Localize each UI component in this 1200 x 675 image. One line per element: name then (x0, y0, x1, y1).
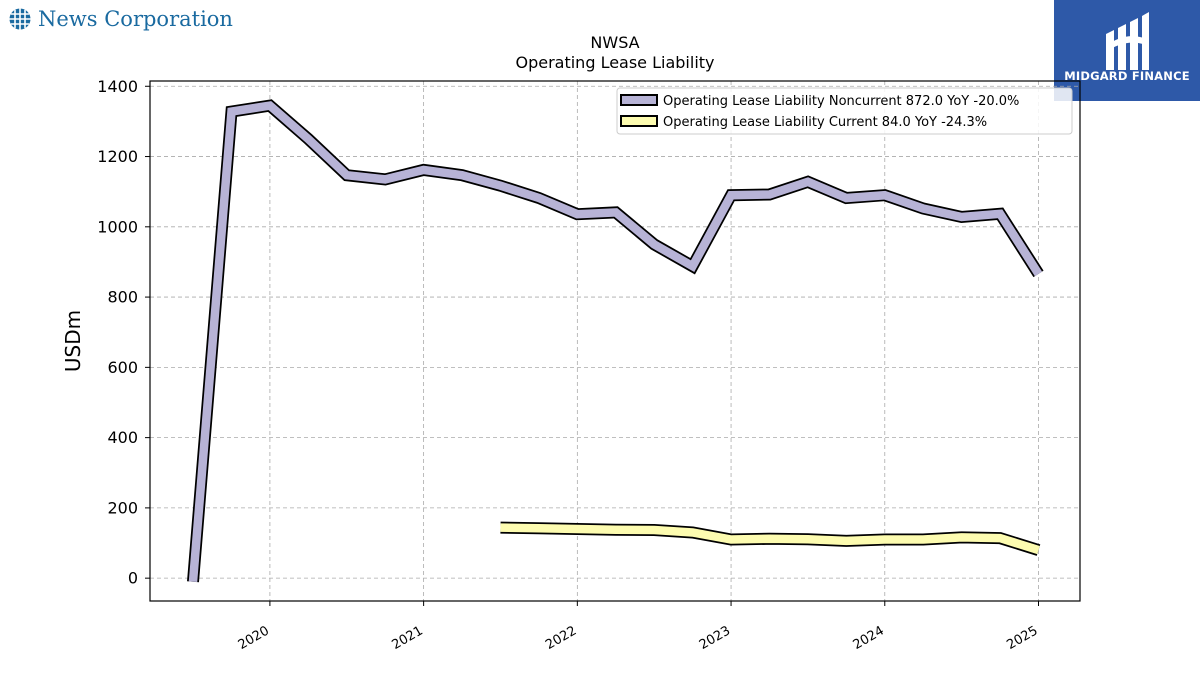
y-tick-label: 400 (107, 428, 138, 447)
series-current (500, 521, 1041, 556)
legend-label: Operating Lease Liability Noncurrent 872… (663, 94, 1019, 109)
series-noncurrent (187, 99, 1044, 583)
watermark-badge: MIDGARD FINANCE (1054, 0, 1200, 101)
y-axis-label: USDm (61, 310, 85, 372)
legend-swatch-current (620, 115, 658, 127)
y-tick-label: 200 (107, 498, 138, 517)
x-tick-label: 2023 (697, 623, 733, 653)
x-tick-label: 2020 (236, 623, 272, 653)
watermark-text: MIDGARD FINANCE (1064, 69, 1190, 83)
legend-swatch-noncurrent (620, 94, 658, 106)
y-tick-label: 1000 (97, 217, 138, 236)
y-tick-label: 600 (107, 358, 138, 377)
series-outline (187, 99, 1044, 583)
x-tick-label: 2024 (851, 623, 887, 653)
x-tick-label: 2025 (1004, 623, 1040, 653)
x-tick-label: 2022 (543, 623, 579, 653)
publisher-brand: News Corporation (8, 6, 233, 32)
y-tick-label: 800 (107, 288, 138, 307)
plot-frame (149, 80, 1081, 602)
series-line (500, 523, 1040, 555)
y-tick-label: 1400 (97, 77, 138, 96)
y-tick-label: 1200 (97, 147, 138, 166)
midgard-logo-icon (1106, 12, 1149, 70)
series-line (188, 101, 1043, 583)
x-axis: 2020 2021 2022 2023 2024 2025 (236, 601, 1040, 653)
legend-label: Operating Lease Liability Current 84.0 Y… (663, 115, 987, 130)
y-tick-label: 0 (128, 569, 138, 588)
y-axis: 0 200 400 600 800 1000 1200 1400 (97, 77, 150, 588)
x-tick-label: 2021 (389, 623, 425, 653)
chart-subtitle: Operating Lease Liability (515, 53, 714, 72)
chart-title: NWSA (590, 33, 639, 52)
globe-icon (9, 8, 31, 30)
publisher-name: News Corporation (38, 7, 233, 31)
series-lines (187, 99, 1044, 583)
grid (150, 81, 1080, 601)
legend-box (616, 87, 1073, 135)
legend: Operating Lease Liability Noncurrent 872… (616, 87, 1073, 135)
